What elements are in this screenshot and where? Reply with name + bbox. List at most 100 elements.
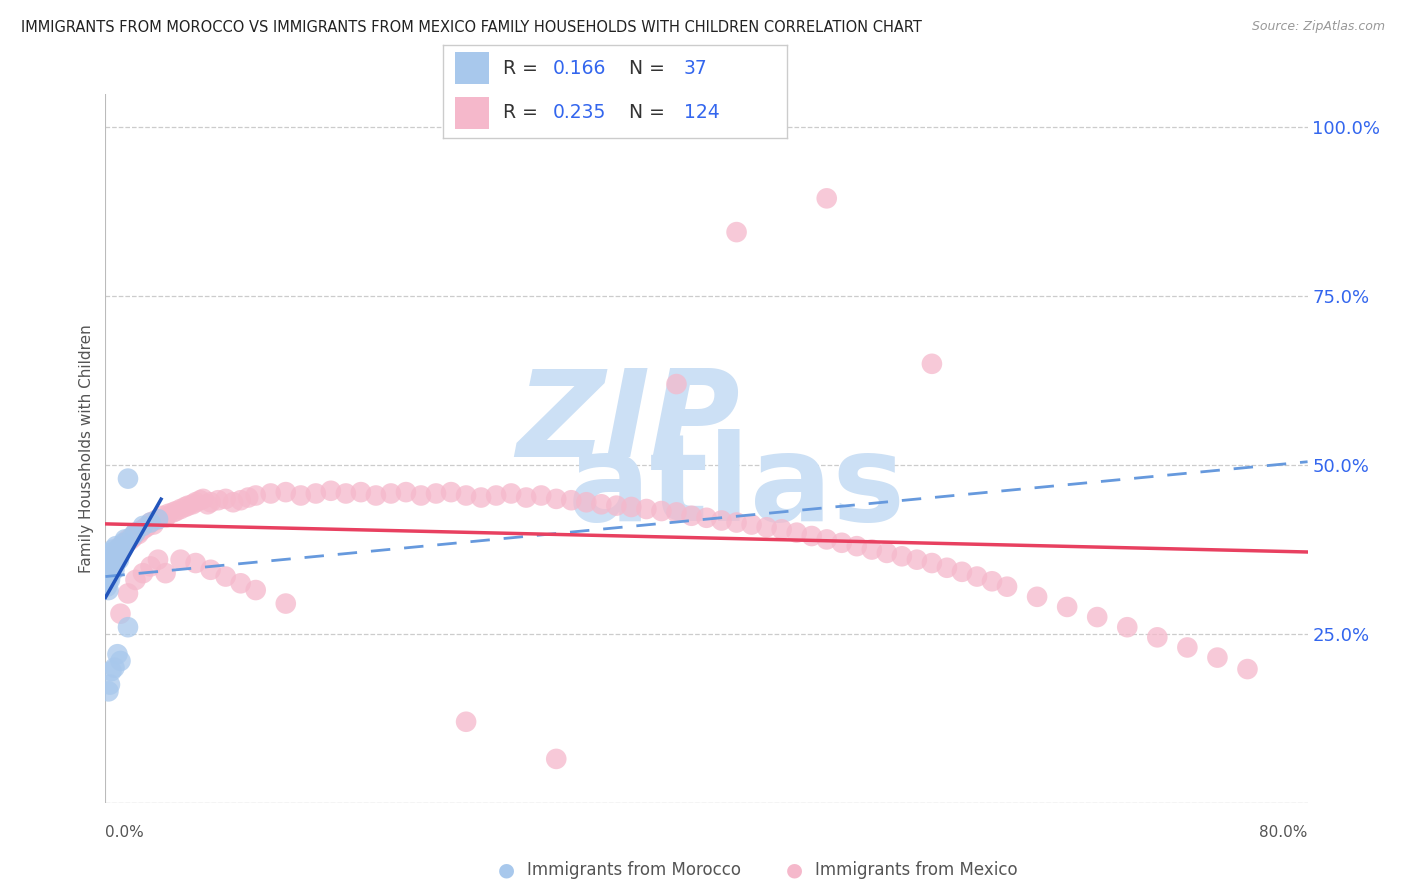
- Point: [124, 573, 146, 587]
- Bar: [456, 97, 489, 129]
- Point: [546, 752, 568, 766]
- Point: [950, 565, 973, 579]
- Point: [1056, 599, 1078, 614]
- Point: [107, 647, 129, 661]
- Point: [117, 586, 139, 600]
- Point: [380, 486, 402, 500]
- Point: [905, 552, 928, 566]
- Point: [319, 483, 342, 498]
- Point: [100, 664, 122, 678]
- Point: [936, 561, 959, 575]
- Point: [470, 491, 492, 505]
- Point: [530, 489, 553, 503]
- Point: [181, 497, 204, 511]
- Text: ●: ●: [498, 860, 515, 880]
- Point: [515, 491, 537, 505]
- Point: [100, 566, 122, 581]
- Point: [132, 522, 155, 536]
- Point: [222, 495, 245, 509]
- Point: [485, 489, 508, 503]
- Point: [97, 583, 120, 598]
- Text: 0.235: 0.235: [553, 103, 606, 122]
- Y-axis label: Family Households with Children: Family Households with Children: [79, 324, 94, 573]
- Point: [184, 495, 207, 509]
- Point: [146, 552, 169, 566]
- Point: [274, 485, 297, 500]
- Point: [260, 486, 283, 500]
- Point: [152, 508, 174, 523]
- Point: [876, 546, 898, 560]
- Point: [132, 566, 155, 581]
- Text: R =: R =: [503, 103, 544, 122]
- Point: [1026, 590, 1049, 604]
- Point: [454, 489, 477, 503]
- Point: [177, 499, 200, 513]
- Point: [184, 556, 207, 570]
- Point: [117, 533, 139, 547]
- Point: [364, 489, 387, 503]
- Point: [1206, 650, 1229, 665]
- Point: [681, 508, 703, 523]
- Point: [665, 505, 688, 519]
- Text: Immigrants from Morocco: Immigrants from Morocco: [527, 861, 741, 879]
- Point: [200, 563, 222, 577]
- Point: [305, 486, 328, 500]
- Point: [101, 549, 124, 564]
- Point: [117, 620, 139, 634]
- Point: [98, 573, 121, 587]
- Point: [696, 510, 718, 524]
- Point: [108, 552, 131, 566]
- Point: [501, 486, 523, 500]
- Point: [155, 510, 177, 524]
- Text: Source: ZipAtlas.com: Source: ZipAtlas.com: [1251, 20, 1385, 33]
- Point: [97, 559, 120, 574]
- Point: [155, 566, 177, 581]
- Point: [860, 542, 883, 557]
- Point: [101, 542, 124, 557]
- Point: [142, 517, 165, 532]
- Point: [108, 546, 131, 560]
- Point: [174, 500, 197, 514]
- Point: [103, 563, 125, 577]
- Point: [274, 597, 297, 611]
- Point: [1146, 631, 1168, 645]
- Point: [425, 486, 447, 500]
- Point: [636, 502, 658, 516]
- Point: [395, 485, 418, 500]
- Point: [103, 552, 125, 566]
- Point: [350, 485, 373, 500]
- Text: N =: N =: [628, 103, 671, 122]
- Point: [245, 583, 267, 598]
- Point: [117, 472, 139, 486]
- Point: [890, 549, 912, 564]
- Point: [1236, 662, 1258, 676]
- Point: [546, 491, 568, 506]
- Point: [96, 566, 118, 581]
- Point: [107, 542, 129, 557]
- Point: [121, 529, 143, 543]
- Point: [146, 512, 169, 526]
- Point: [112, 539, 135, 553]
- Point: [831, 535, 853, 549]
- Point: [921, 357, 943, 371]
- Point: [605, 499, 627, 513]
- Text: 124: 124: [685, 103, 720, 122]
- Point: [146, 512, 169, 526]
- Point: [188, 493, 211, 508]
- Point: [103, 661, 125, 675]
- Point: [214, 491, 236, 506]
- Point: [162, 505, 184, 519]
- Point: [139, 559, 162, 574]
- Point: [169, 502, 191, 516]
- Point: [335, 486, 357, 500]
- Point: [128, 527, 150, 541]
- Point: [995, 580, 1018, 594]
- Point: [121, 531, 143, 545]
- Point: [197, 497, 219, 511]
- Text: N =: N =: [628, 59, 671, 78]
- Point: [620, 500, 643, 514]
- Point: [98, 556, 121, 570]
- Text: ●: ●: [786, 860, 803, 880]
- Point: [101, 559, 124, 574]
- Point: [238, 491, 260, 505]
